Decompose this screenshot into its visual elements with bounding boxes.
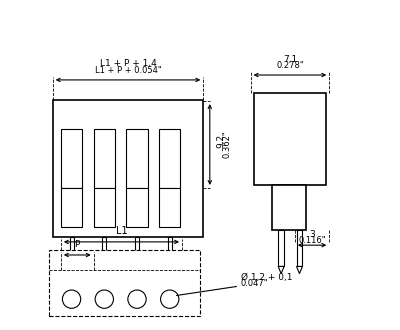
Bar [50,250,200,315]
Bar [135,237,139,266]
Text: 9,2: 9,2 [216,134,225,148]
Bar [126,129,148,188]
Text: 0.278": 0.278" [276,61,304,70]
Text: L1 + P + 1,4: L1 + P + 1,4 [100,59,156,68]
Polygon shape [296,266,302,274]
Bar [168,237,172,266]
Bar [159,129,180,188]
Polygon shape [135,266,139,275]
Text: L1 + P + 0.054": L1 + P + 0.054" [95,66,161,75]
Text: Ø 1,2 + 0,1: Ø 1,2 + 0,1 [241,273,292,282]
Bar [126,188,148,227]
Bar [94,129,115,188]
Polygon shape [70,266,74,275]
Bar [272,184,306,230]
Bar [61,129,82,188]
Bar [53,100,203,237]
Bar [254,93,326,184]
Bar [102,237,106,266]
Circle shape [128,290,146,308]
Polygon shape [168,266,172,275]
Circle shape [95,290,114,308]
Text: 0.116": 0.116" [298,236,326,245]
Text: 3: 3 [309,230,315,239]
Text: 0.362": 0.362" [223,131,232,158]
Bar [94,188,115,227]
Bar [61,188,82,227]
Text: 7,1: 7,1 [283,54,297,64]
Polygon shape [278,266,284,274]
Bar [278,230,284,266]
Text: L1: L1 [116,226,127,236]
Bar [296,230,302,266]
Circle shape [160,290,179,308]
Bar [70,237,74,266]
Polygon shape [102,266,106,275]
Text: 0.047": 0.047" [241,279,268,288]
Text: P: P [75,240,80,249]
Bar [159,188,180,227]
Circle shape [62,290,81,308]
